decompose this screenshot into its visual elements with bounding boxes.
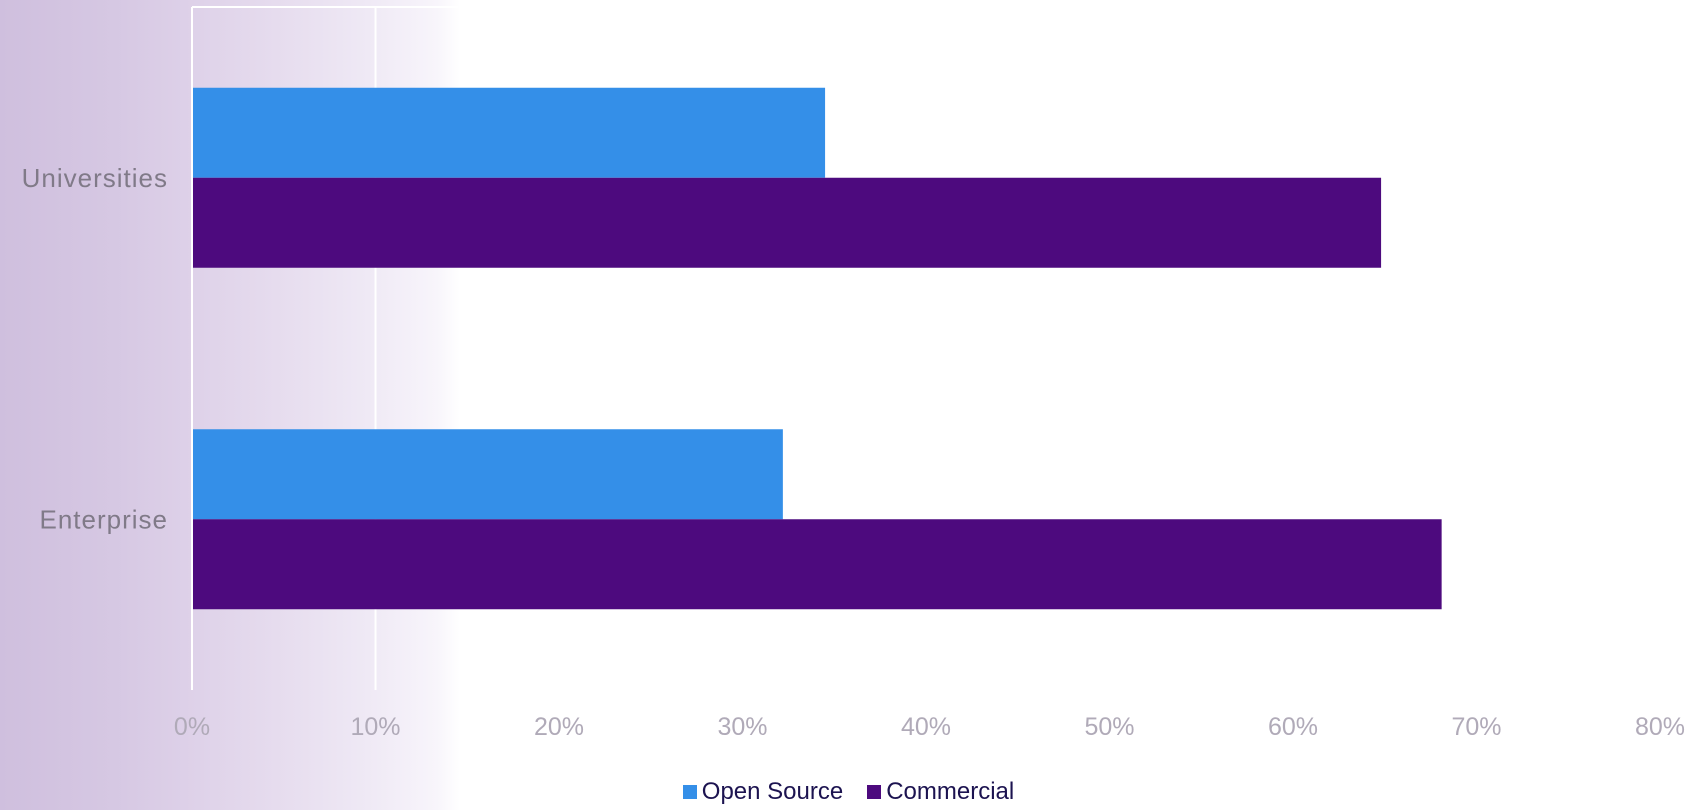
x-tick-label: 80% <box>1635 713 1685 741</box>
legend-item: Commercial <box>867 778 1014 806</box>
legend-item: Open Source <box>682 778 844 806</box>
legend-label: Commercial <box>886 778 1015 805</box>
bars <box>192 87 1442 610</box>
legend-swatch <box>867 785 882 799</box>
legend-swatch <box>682 785 697 799</box>
x-tick-label: 60% <box>1268 713 1318 741</box>
x-tick-label: 10% <box>350 713 400 741</box>
x-tick-label: 50% <box>1084 713 1134 741</box>
category-axis: Universities Enterprise <box>22 7 193 690</box>
x-tick-label: 40% <box>901 713 951 741</box>
category-label: Enterprise <box>40 504 169 534</box>
legend-label: Open Source <box>701 778 844 805</box>
bar-commercial-universities <box>192 177 1382 268</box>
bar-commercial-enterprise <box>192 519 1442 610</box>
value-axis: 0% 10% 20% 30% 40% 50% 60% 70% 80% <box>174 713 1685 741</box>
x-tick-label: 70% <box>1451 713 1501 741</box>
category-label: Universities <box>22 163 168 193</box>
x-tick-label: 20% <box>534 713 584 741</box>
x-tick-label: 30% <box>717 713 767 741</box>
legend: Open Source Commercial <box>0 778 1697 806</box>
x-tick-label: 0% <box>174 713 210 741</box>
bar-open-source-universities <box>192 87 826 178</box>
bar-open-source-enterprise <box>192 429 783 520</box>
